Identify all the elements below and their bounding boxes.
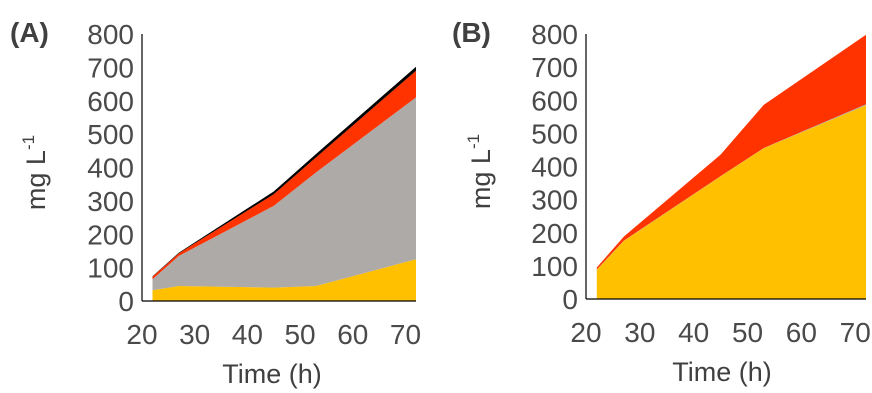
y-tick-label: 400: [531, 152, 578, 183]
y-tick-label: 700: [87, 52, 134, 83]
area-series-3: [596, 34, 866, 270]
y-tick-label: 500: [87, 119, 134, 150]
y-tick-label: 200: [531, 218, 578, 249]
area-series-2: [152, 97, 416, 291]
panel-label: (B): [452, 17, 491, 48]
x-tick-label: 40: [232, 319, 263, 350]
y-axis-title-base: mg L: [21, 150, 51, 210]
x-axis-title: Time (h): [222, 359, 322, 389]
y-axis-title-superscript: -1: [19, 135, 38, 150]
y-tick-label: 100: [531, 251, 578, 282]
x-tick-label: 60: [786, 317, 817, 348]
x-tick-label: 30: [179, 319, 210, 350]
y-tick-label: 600: [87, 86, 134, 117]
y-tick-label: 200: [87, 219, 134, 250]
panel-label: (A): [10, 17, 49, 48]
x-tick-label: 40: [678, 317, 709, 348]
x-axis-title: Time (h): [672, 357, 772, 387]
y-tick-label: 100: [87, 253, 134, 284]
y-tick-label: 300: [87, 186, 134, 217]
y-axis-title: mg L-1: [19, 135, 51, 210]
x-tick-label: 70: [390, 319, 421, 350]
y-axis-title-base: mg L: [466, 149, 496, 209]
y-axis-title: mg L-1: [464, 134, 496, 209]
y-tick-label: 600: [531, 85, 578, 116]
y-tick-label: 0: [118, 286, 134, 317]
y-tick-label: 300: [531, 185, 578, 216]
x-tick-label: 60: [337, 319, 368, 350]
area-series-1: [596, 105, 866, 299]
y-tick-label: 800: [87, 19, 134, 50]
x-tick-label: 20: [570, 317, 601, 348]
y-tick-label: 400: [87, 153, 134, 184]
x-tick-label: 30: [624, 317, 655, 348]
area-series-1: [152, 259, 416, 301]
y-tick-label: 500: [531, 118, 578, 149]
y-tick-label: 0: [562, 284, 578, 315]
y-tick-label: 700: [531, 52, 578, 83]
x-tick-label: 50: [732, 317, 763, 348]
x-tick-label: 20: [126, 319, 157, 350]
y-axis-title-superscript: -1: [464, 134, 483, 149]
x-tick-label: 70: [840, 317, 871, 348]
x-tick-label: 50: [284, 319, 315, 350]
y-tick-label: 800: [531, 19, 578, 50]
